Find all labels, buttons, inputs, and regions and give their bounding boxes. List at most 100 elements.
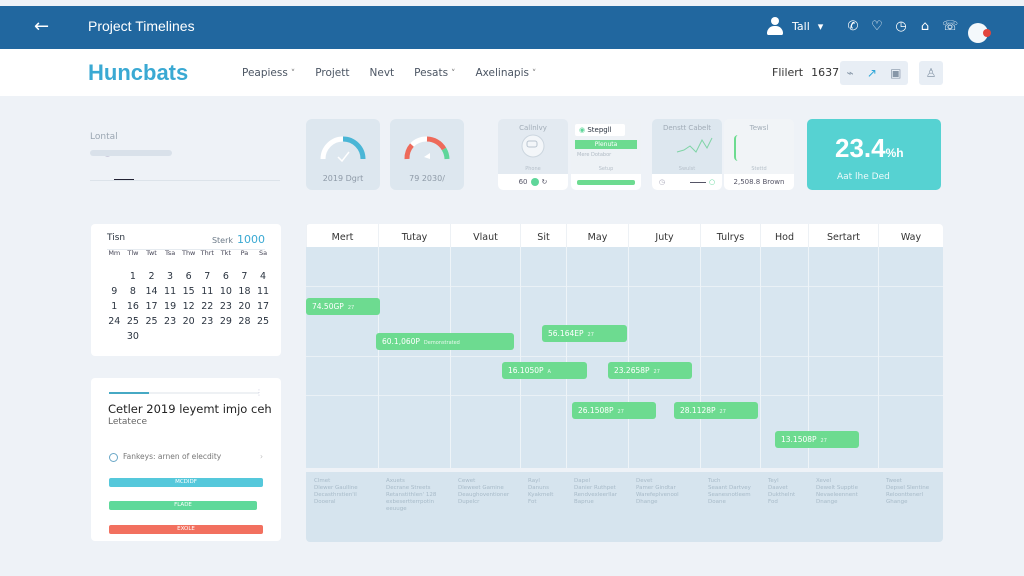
account-avatar[interactable]: [968, 23, 991, 43]
location-input[interactable]: [90, 150, 172, 156]
clock-icon[interactable]: ◷: [895, 19, 907, 34]
briefcase-icon[interactable]: ⌂: [920, 19, 930, 34]
timeline-bar[interactable]: 16.1050P A: [502, 362, 587, 379]
calendar-day[interactable]: 25: [257, 316, 270, 327]
calendar-day[interactable]: 8: [129, 286, 136, 297]
calendar-day[interactable]: 18: [238, 286, 251, 297]
nav-item-axelinapis[interactable]: Axelinapis: [475, 67, 536, 79]
calendar-day[interactable]: 7: [241, 271, 248, 282]
refresh-icon[interactable]: ↻: [541, 178, 548, 186]
progress-bar-exole[interactable]: EXOLE: [109, 525, 263, 534]
stat-card[interactable]: 23.4%h Aat lhe Ded: [807, 119, 941, 190]
timeline-bar[interactable]: 56.164EP 27: [542, 325, 627, 342]
line-chart-icon: [676, 137, 713, 153]
location-pin-icon[interactable]: ♡: [871, 19, 883, 34]
timeline-column-header[interactable]: May: [566, 224, 628, 247]
timeline-bar[interactable]: 28.1128P 27: [674, 402, 758, 419]
calendar-empty: [161, 331, 180, 342]
timeline-bar[interactable]: 60.1,060P Demonstrated: [376, 333, 514, 350]
timeline-bar[interactable]: 74.50GP 27: [306, 298, 380, 315]
calendar-day[interactable]: 7: [204, 271, 211, 282]
mini-card-list[interactable]: Tewsl Stettd 2,508.8 Brown: [724, 119, 794, 190]
calendar-day[interactable]: 17: [145, 301, 158, 312]
calendar-day[interactable]: 14: [145, 286, 158, 297]
calendar-day[interactable]: 9: [111, 286, 118, 297]
calendar-day[interactable]: 6: [222, 271, 229, 282]
timeline-column-header[interactable]: Tutay: [378, 224, 450, 247]
calendar-day[interactable]: 6: [185, 271, 192, 282]
back-arrow-icon[interactable]: ←: [34, 16, 50, 37]
user-menu[interactable]: Tall ▾: [766, 17, 823, 35]
calendar-day[interactable]: 25: [145, 316, 158, 327]
trend-chart-icon[interactable]: ↗: [866, 66, 877, 80]
location-slider[interactable]: [90, 169, 280, 181]
calendar-day[interactable]: 11: [201, 286, 214, 297]
progress-bar-flade[interactable]: FLADE: [109, 501, 257, 510]
timeline-bar[interactable]: 13.1508P 27: [775, 431, 859, 448]
year-value[interactable]: 1000: [237, 233, 265, 246]
calendar-day[interactable]: 12: [182, 301, 195, 312]
chat-icon[interactable]: ☏: [942, 19, 959, 34]
nav-item-projett[interactable]: Projett: [315, 67, 350, 79]
calendar-day[interactable]: 23: [201, 316, 214, 327]
timeline-bar[interactable]: 23.2658P 27: [608, 362, 692, 379]
calendar-day[interactable]: 1: [111, 301, 118, 312]
toggle-knob[interactable]: ○: [709, 178, 716, 186]
more-icon[interactable]: ⋮: [255, 388, 263, 397]
day-header: Tkt: [220, 249, 231, 257]
calendar-day[interactable]: 28: [238, 316, 251, 327]
user-profile-icon[interactable]: ♙: [919, 61, 943, 85]
calendar-day[interactable]: 17: [257, 301, 270, 312]
timeline-column-header[interactable]: Way: [878, 224, 943, 247]
mini-card-setup[interactable]: ◉ Stepgll Plenuta Mere Dotabor Setup: [571, 119, 641, 190]
brand-logo[interactable]: Huncbats: [88, 60, 189, 85]
gauge-card-2[interactable]: 79 2030/: [390, 119, 464, 190]
day-header: Pa: [240, 249, 249, 257]
calendar-day[interactable]: 11: [164, 286, 177, 297]
bar-label: 13.1508P: [781, 435, 817, 444]
calendar-day[interactable]: 23: [164, 316, 177, 327]
timeline-column-header[interactable]: Tulrys: [700, 224, 760, 247]
timeline-bar[interactable]: 26.1508P 27: [572, 402, 656, 419]
nav-item-peapiess[interactable]: Peapiess: [242, 67, 295, 79]
timeline-column-header[interactable]: Sit: [520, 224, 566, 247]
calendar-day[interactable]: 2: [148, 271, 155, 282]
mini-card-chart[interactable]: Denstt Cabelt Swulst ◷ ○: [652, 119, 722, 190]
gauge-card-1[interactable]: 2019 Dgrt: [306, 119, 380, 190]
phone-icon[interactable]: ✆: [847, 19, 859, 34]
calendar-day[interactable]: 10: [219, 286, 232, 297]
timeline-column-header[interactable]: Juty: [628, 224, 700, 247]
calendar-day[interactable]: 1: [129, 271, 136, 282]
calendar-day[interactable]: 30: [126, 331, 139, 342]
layout-icon[interactable]: ▣: [890, 66, 902, 80]
progress-bar-mcdidf[interactable]: MCDIDF: [109, 478, 263, 487]
nav-item-pesats[interactable]: Pesats: [414, 67, 455, 79]
mini-card-title: ◉ Stepgll: [575, 124, 625, 136]
slider-handle[interactable]: [114, 169, 134, 180]
calendar-day[interactable]: 25: [126, 316, 139, 327]
calendar-day[interactable]: 20: [238, 301, 251, 312]
calendar-day[interactable]: 23: [219, 301, 232, 312]
chevron-icon[interactable]: ›: [260, 452, 263, 461]
calendar-day[interactable]: 20: [182, 316, 195, 327]
paperclip-icon[interactable]: ⌁: [846, 66, 854, 80]
calendar-day[interactable]: 15: [182, 286, 195, 297]
calendar-day[interactable]: 29: [219, 316, 232, 327]
filter-display[interactable]: Flilert 1637: [772, 66, 839, 79]
timeline-column-header[interactable]: Mert: [306, 224, 378, 247]
timeline-column-header[interactable]: Sertart: [808, 224, 878, 247]
nav-item-nevt[interactable]: Nevt: [369, 67, 395, 79]
calendar-day[interactable]: 11: [257, 286, 270, 297]
plenuta-button[interactable]: Plenuta: [575, 140, 637, 149]
calendar-day[interactable]: 3: [167, 271, 174, 282]
calendar-day[interactable]: 4: [260, 271, 267, 282]
calendar-day[interactable]: 24: [108, 316, 121, 327]
timeline-column-header[interactable]: Vlaut: [450, 224, 520, 247]
calendar-day[interactable]: 19: [164, 301, 177, 312]
bar-label: 23.2658P: [614, 366, 650, 375]
calendar-day[interactable]: 22: [201, 301, 214, 312]
calendar-day[interactable]: 16: [126, 301, 139, 312]
footer-text: Dleweet Gamine: [458, 485, 504, 491]
mini-card-activity[interactable]: Callnlvy Phone 60 ↻: [498, 119, 568, 190]
timeline-column-header[interactable]: Hod: [760, 224, 808, 247]
